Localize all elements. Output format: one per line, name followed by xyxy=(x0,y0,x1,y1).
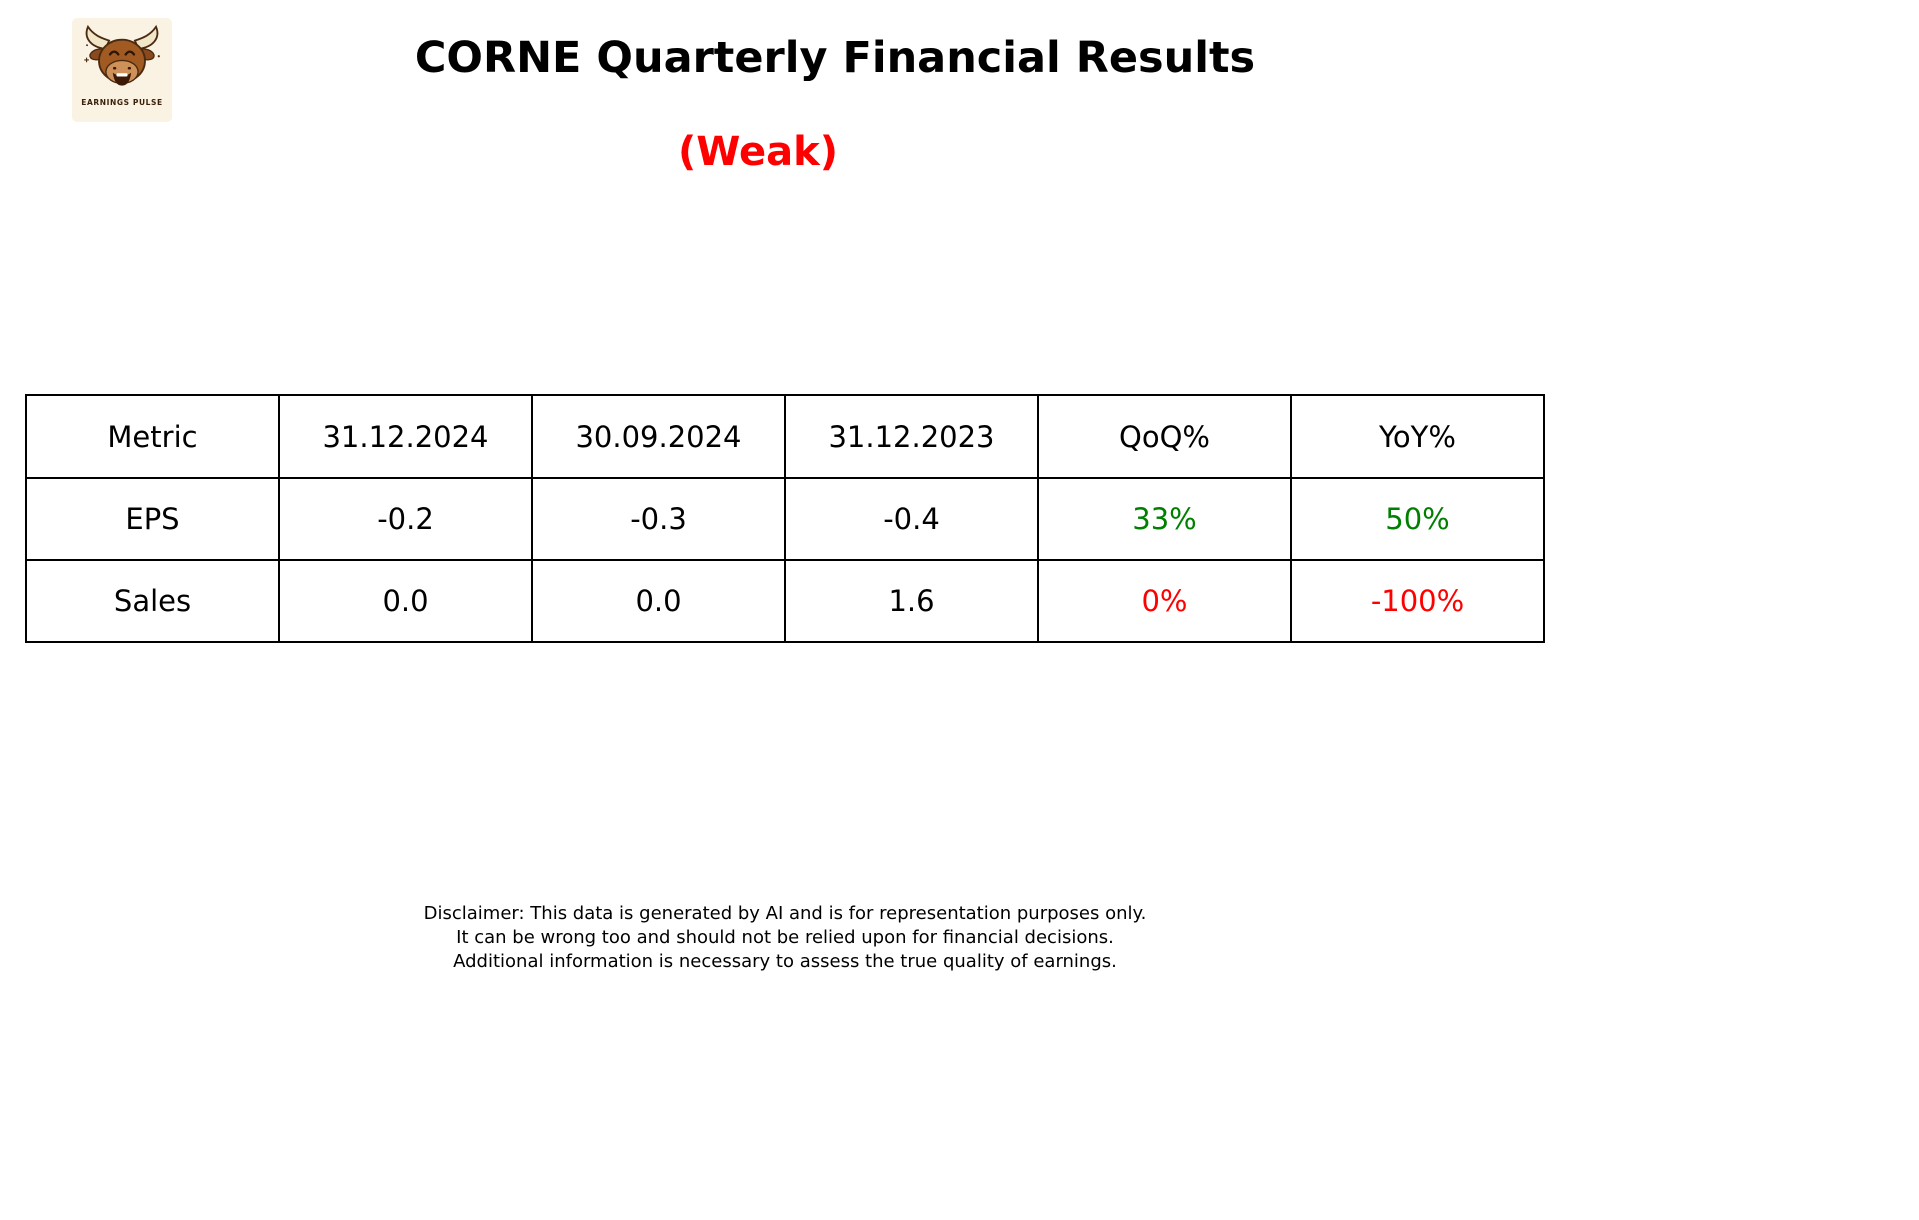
table-row-sales: Sales 0.0 0.0 1.6 0% -100% xyxy=(25,559,1545,643)
value-cell: -0.4 xyxy=(784,477,1039,561)
earnings-pulse-logo: EARNINGS PULSE xyxy=(72,18,172,122)
disclaimer: Disclaimer: This data is generated by AI… xyxy=(0,902,1570,974)
qoq-change-cell: 0% xyxy=(1037,559,1292,643)
logo-brand-text: EARNINGS PULSE xyxy=(81,98,163,107)
table-header-row: Metric 31.12.2024 30.09.2024 31.12.2023 … xyxy=(25,394,1545,479)
yoy-change-cell: 50% xyxy=(1290,477,1545,561)
column-header-metric: Metric xyxy=(25,394,280,479)
value-cell: -0.3 xyxy=(531,477,786,561)
page-title: CORNE Quarterly Financial Results xyxy=(414,33,1256,83)
value-cell: -0.2 xyxy=(278,477,533,561)
metric-label-cell: EPS xyxy=(25,477,280,561)
table-row-eps: EPS -0.2 -0.3 -0.4 33% 50% xyxy=(25,477,1545,561)
disclaimer-line: Disclaimer: This data is generated by AI… xyxy=(423,903,1147,924)
disclaimer-line: It can be wrong too and should not be re… xyxy=(456,927,1114,948)
disclaimer-line: Additional information is necessary to a… xyxy=(453,951,1117,972)
column-header-yoy: YoY% xyxy=(1290,394,1545,479)
column-header-year-ago-quarter: 31.12.2023 xyxy=(784,394,1039,479)
yoy-change-cell: -100% xyxy=(1290,559,1545,643)
column-header-previous-quarter: 30.09.2024 xyxy=(531,394,786,479)
column-header-current-quarter: 31.12.2024 xyxy=(278,394,533,479)
value-cell: 0.0 xyxy=(531,559,786,643)
metric-label-cell: Sales xyxy=(25,559,280,643)
quality-rating-subtitle: (Weak) xyxy=(678,129,838,175)
column-header-qoq: QoQ% xyxy=(1037,394,1292,479)
bull-logo-icon xyxy=(84,24,160,86)
qoq-change-cell: 33% xyxy=(1037,477,1292,561)
financial-results-table: Metric 31.12.2024 30.09.2024 31.12.2023 … xyxy=(25,394,1545,643)
value-cell: 0.0 xyxy=(278,559,533,643)
value-cell: 1.6 xyxy=(784,559,1039,643)
